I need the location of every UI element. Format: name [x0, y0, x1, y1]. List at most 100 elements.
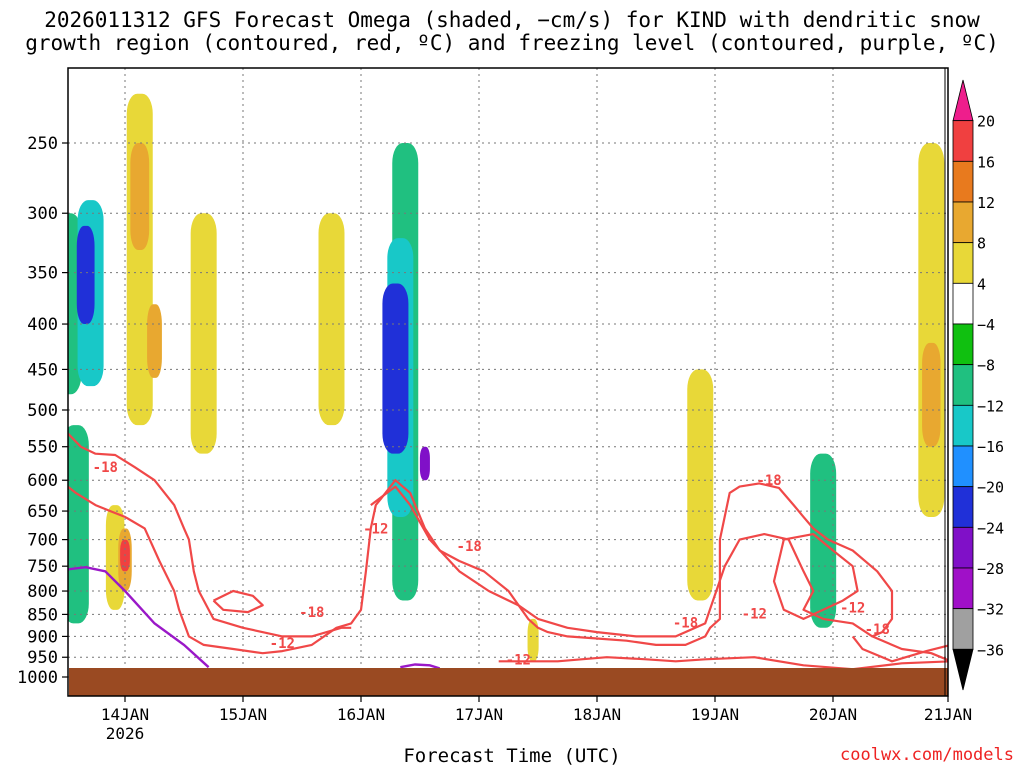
colorbar-seg-1: [952, 120, 974, 162]
omega-patch-t6-purple: [419, 446, 430, 481]
colorbar-label-9: −20: [977, 479, 1004, 497]
y-axis: 2503003504004505005506006507007508008509…: [17, 134, 68, 688]
omega-field: [68, 93, 945, 662]
y-tick-label-800: 800: [27, 582, 58, 602]
colorbar-seg-13: [952, 608, 974, 650]
colorbar-arrow-bottom: [952, 648, 974, 691]
colorbar-seg-10: [952, 486, 974, 528]
y-tick-label-350: 350: [27, 264, 58, 284]
omega-patch-t6-blue: [382, 283, 409, 454]
omega-patch-t7-yellow: [527, 618, 539, 662]
omega-patch-t8-yellow: [687, 369, 714, 601]
freezing-level-line-2: [400, 663, 441, 670]
dgz-label-2: -12: [270, 636, 295, 652]
colorbar-label-13: −36: [977, 641, 1004, 659]
dgz-label-9: -12: [840, 601, 865, 617]
x-tick-label-16JAN: 16JAN: [337, 705, 385, 724]
omega-patch-t10-yellow: [918, 143, 945, 517]
y-tick-label-450: 450: [27, 360, 58, 380]
colorbar-seg-8: [952, 404, 974, 447]
colorbar-arrow-top: [952, 79, 974, 122]
colorbar-label-1: 16: [977, 153, 995, 171]
omega-patch-t3-orange: [147, 304, 162, 378]
dgz-label-5: -12: [506, 652, 531, 668]
y-tick-label-650: 650: [27, 502, 58, 522]
plot-border: [67, 67, 949, 697]
dgz-label-4: -18: [457, 539, 482, 555]
x-tick-label-18JAN: 18JAN: [573, 705, 621, 724]
x-tick-label-21JAN: 21JAN: [924, 705, 972, 724]
colorbar: 20 16 12 8 4 −4 −8 −12 −16 −20 −24 −28 −32 −36: [952, 79, 1004, 691]
colorbar-label-7: −12: [977, 397, 1004, 415]
omega-patch-t1-green-low: [68, 425, 89, 624]
y-tick-label-400: 400: [27, 315, 58, 335]
y-tick-label-300: 300: [27, 204, 58, 224]
x-tick-sublabel-0: 2026: [106, 724, 145, 743]
y-tick-label-600: 600: [27, 471, 58, 491]
colorbar-seg-3: [952, 201, 974, 244]
y-tick-label-700: 700: [27, 531, 58, 551]
terrain-shading: [69, 668, 948, 696]
x-tick-label-15JAN: 15JAN: [219, 705, 267, 724]
y-tick-label-850: 850: [27, 605, 58, 625]
chart-title-line1: 2026011312 GFS Forecast Omega (shaded, −…: [44, 8, 980, 32]
dgz-contour-6: [851, 635, 948, 663]
dgz-contour-2: [212, 589, 264, 614]
colorbar-label-6: −8: [977, 357, 995, 375]
colorbar-seg-11: [952, 526, 974, 569]
colorbar-label-8: −16: [977, 438, 1004, 456]
y-tick-label-750: 750: [27, 557, 58, 577]
y-tick-label-500: 500: [27, 401, 58, 421]
omega-patch-t0-core-blue: [76, 225, 95, 325]
colorbar-seg-9: [952, 445, 974, 488]
dgz-label-3: -12: [363, 521, 388, 537]
x-axis-label: Forecast Time (UTC): [403, 745, 621, 767]
terrain-fill: [69, 668, 948, 696]
omega-patch-t9-green: [810, 453, 837, 628]
dgz-label-8: -18: [756, 473, 781, 489]
plot-frame: [67, 67, 949, 697]
colorbar-label-10: −24: [977, 519, 1004, 537]
colorbar-label-12: −32: [977, 601, 1004, 619]
colorbar-label-0: 20: [977, 113, 995, 131]
colorbar-seg-5: [952, 282, 974, 325]
x-tick-label-14JAN: 14JAN: [101, 705, 149, 724]
dgz-label-6: -18: [673, 615, 698, 631]
y-tick-label-900: 900: [27, 627, 58, 647]
colorbar-label-3: 8: [977, 235, 986, 253]
colorbar-seg-6: [952, 323, 974, 366]
dgz-contour-1: [68, 479, 948, 662]
omega-patch-t2-orange: [130, 143, 150, 250]
x-tick-label-19JAN: 19JAN: [691, 705, 739, 724]
chart-title-line2: growth region (contoured, red, ºC) and f…: [25, 31, 999, 55]
dgz-label-0: -18: [93, 460, 118, 476]
colorbar-seg-2: [952, 160, 974, 203]
y-tick-label-1000: 1000: [17, 668, 58, 688]
dgz-contour-3: [370, 485, 873, 638]
dgz-contours: -18-18-12-12-18-12-18-12-18-12-18: [68, 431, 948, 671]
colorbar-label-4: 4: [977, 275, 986, 293]
credit-link[interactable]: coolwx.com/models: [840, 745, 1014, 765]
colorbar-label-2: 12: [977, 194, 995, 212]
dgz-contour-4: [772, 532, 859, 621]
omega-patch-t5-yellow: [318, 213, 345, 426]
x-tick-label-20JAN: 20JAN: [809, 705, 857, 724]
colorbar-seg-12: [952, 567, 974, 610]
dgz-label-7: -12: [742, 606, 767, 622]
freezing-level-line: [68, 565, 210, 669]
colorbar-label-5: −4: [977, 316, 995, 334]
x-tick-label-17JAN: 17JAN: [455, 705, 503, 724]
freezing-level-contour: [68, 565, 441, 670]
omega-patch-t10-orange: [922, 342, 941, 447]
y-tick-label-550: 550: [27, 438, 58, 458]
colorbar-seg-4: [952, 242, 974, 284]
y-tick-label-250: 250: [27, 134, 58, 154]
colorbar-seg-7: [952, 364, 974, 406]
dgz-label-10: -18: [865, 622, 890, 638]
omega-patch-t4-yellow: [190, 213, 217, 454]
dgz-contour-5: [498, 656, 948, 671]
y-tick-label-950: 950: [27, 648, 58, 668]
